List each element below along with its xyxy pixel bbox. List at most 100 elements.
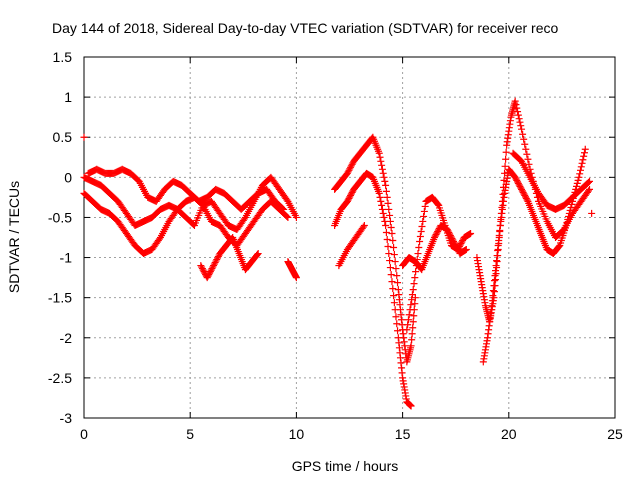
data-point xyxy=(292,213,300,221)
data-point xyxy=(448,235,456,243)
data-point xyxy=(346,165,354,173)
data-point xyxy=(284,213,292,221)
series-track-e xyxy=(284,258,300,282)
data-point xyxy=(462,246,470,254)
data-point xyxy=(410,312,418,320)
data-point xyxy=(458,238,466,246)
data-point xyxy=(499,190,507,198)
data-point xyxy=(416,232,424,240)
data-point xyxy=(574,176,582,184)
data-point xyxy=(359,223,367,231)
data-point xyxy=(80,133,88,141)
data-point xyxy=(345,166,353,174)
data-point xyxy=(555,243,563,251)
data-point xyxy=(378,205,386,213)
data-point xyxy=(347,162,355,170)
data-point xyxy=(581,145,589,153)
data-point xyxy=(283,212,291,220)
data-point xyxy=(212,257,220,265)
data-point xyxy=(198,265,206,273)
data-point xyxy=(360,221,368,229)
data-point xyxy=(513,104,521,112)
data-point xyxy=(573,182,581,190)
data-point xyxy=(566,206,574,214)
data-point xyxy=(155,235,163,243)
data-point xyxy=(576,170,584,178)
series-track-b xyxy=(80,189,292,258)
y-tick-label: -1 xyxy=(60,250,73,266)
data-point xyxy=(522,145,530,153)
data-point xyxy=(390,251,398,259)
data-point xyxy=(386,211,394,219)
data-point xyxy=(387,271,395,279)
data-point xyxy=(206,268,214,276)
y-tick-label: -2 xyxy=(60,330,73,346)
data-point xyxy=(411,300,419,308)
data-point xyxy=(511,173,519,181)
y-tick-label: -1.5 xyxy=(48,290,72,306)
data-point xyxy=(375,189,383,197)
data-point xyxy=(394,279,402,287)
data-point xyxy=(204,272,212,280)
chart-title: Day 144 of 2018, Sidereal Day-to-day VTE… xyxy=(52,20,558,36)
data-point xyxy=(519,188,527,196)
data-point xyxy=(407,402,415,410)
data-point xyxy=(586,177,594,185)
data-point xyxy=(565,209,573,217)
y-tick-label: -0.5 xyxy=(48,209,72,225)
data-point xyxy=(392,265,400,273)
data-point xyxy=(407,301,415,309)
data-point xyxy=(279,204,287,212)
data-point xyxy=(584,187,592,195)
data-point xyxy=(517,184,525,192)
data-point xyxy=(452,242,460,250)
data-point xyxy=(523,196,531,204)
data-point xyxy=(406,306,414,314)
data-points xyxy=(80,97,596,410)
data-point xyxy=(388,229,396,237)
data-point xyxy=(410,280,418,288)
data-point xyxy=(344,168,352,176)
data-point xyxy=(386,264,394,272)
data-point xyxy=(390,292,398,300)
data-point xyxy=(511,97,519,105)
data-point xyxy=(412,268,420,276)
data-point xyxy=(240,215,248,223)
data-point xyxy=(292,274,300,282)
data-point xyxy=(385,250,393,258)
data-point xyxy=(347,163,355,171)
data-point xyxy=(501,162,509,170)
data-point xyxy=(516,118,524,126)
data-point xyxy=(523,150,531,158)
grid-lines xyxy=(84,57,615,418)
data-point xyxy=(520,135,528,143)
data-point xyxy=(420,212,428,220)
data-point xyxy=(514,108,522,116)
data-point xyxy=(409,324,417,332)
x-tick-label: 5 xyxy=(186,426,194,442)
x-tick-label: 20 xyxy=(501,426,517,442)
data-point xyxy=(459,237,467,245)
data-point xyxy=(411,274,419,282)
data-point xyxy=(588,209,596,217)
data-point xyxy=(444,227,452,235)
series-track-m xyxy=(509,149,594,213)
data-point xyxy=(208,265,216,273)
series-track-g xyxy=(331,169,415,410)
data-point xyxy=(584,178,592,186)
data-point xyxy=(405,311,413,319)
data-point xyxy=(449,236,457,244)
y-tick-label: 0 xyxy=(64,169,72,185)
data-point xyxy=(450,239,458,247)
data-point xyxy=(214,253,222,261)
x-tick-label: 10 xyxy=(289,426,305,442)
data-point xyxy=(408,291,416,299)
y-tick-label: -3 xyxy=(60,410,73,426)
data-point xyxy=(521,140,529,148)
data-point xyxy=(520,190,528,198)
data-point xyxy=(443,225,451,233)
series-track-h xyxy=(335,221,368,270)
data-point xyxy=(346,193,354,201)
data-point xyxy=(521,191,529,199)
